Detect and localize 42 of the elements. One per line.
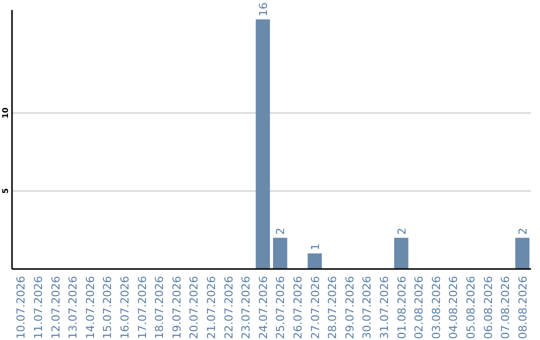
- y-tick-label: 5: [1, 188, 10, 194]
- x-tick-label: 18.07.2026: [153, 276, 166, 339]
- x-tick-label: 29.07.2026: [343, 276, 356, 339]
- x-tick-label: 25.07.2026: [274, 276, 288, 339]
- x-tick-label: 03.08.2026: [430, 276, 443, 339]
- x-tick-label: 27.07.2026: [308, 276, 322, 339]
- x-tick-label: 01.08.2026: [395, 276, 408, 339]
- x-tick-label: 05.08.2026: [464, 276, 478, 339]
- data-label: 16: [256, 2, 270, 16]
- bar: [515, 238, 530, 269]
- y-tick-label: 10: [1, 106, 10, 119]
- bar: [308, 253, 322, 269]
- x-tick-label: 19.07.2026: [170, 276, 184, 339]
- x-tick-label: 06.08.2026: [482, 276, 495, 339]
- x-tick-label: 02.08.2026: [412, 276, 426, 339]
- data-label: 2: [274, 228, 288, 235]
- data-label: 1: [308, 243, 322, 250]
- x-tick-label: 14.07.2026: [84, 276, 97, 339]
- x-tick-label: 30.07.2026: [360, 276, 374, 339]
- x-tick-label: 08.08.2026: [516, 276, 530, 339]
- x-tick-label: 17.07.2026: [136, 276, 149, 339]
- x-tick-label: 31.07.2026: [378, 276, 391, 339]
- x-tick-label: 24.07.2026: [256, 276, 270, 339]
- x-tick-label: 15.07.2026: [101, 276, 114, 339]
- x-tick-label: 04.08.2026: [447, 276, 460, 339]
- x-tick-label: 21.07.2026: [204, 276, 218, 339]
- bar: [394, 238, 408, 269]
- x-tick-label: 10.07.2026: [14, 276, 28, 339]
- bar: [273, 238, 288, 269]
- x-tick-label: 20.07.2026: [188, 276, 201, 339]
- x-tick-label: 13.07.2026: [66, 276, 80, 339]
- data-label: 2: [516, 228, 530, 235]
- x-tick-label: 28.07.2026: [326, 276, 340, 339]
- x-tick-label: 07.08.2026: [499, 276, 512, 339]
- x-tick-label: 23.07.2026: [240, 276, 253, 339]
- x-tick-label: 16.07.2026: [118, 276, 132, 339]
- x-tick-label: 12.07.2026: [49, 276, 62, 339]
- x-tick-label: 26.07.2026: [291, 276, 304, 339]
- x-tick-label: 11.07.2026: [32, 276, 45, 339]
- bar: [256, 19, 270, 269]
- data-label: 2: [395, 228, 408, 235]
- x-tick-label: 22.07.2026: [222, 276, 236, 339]
